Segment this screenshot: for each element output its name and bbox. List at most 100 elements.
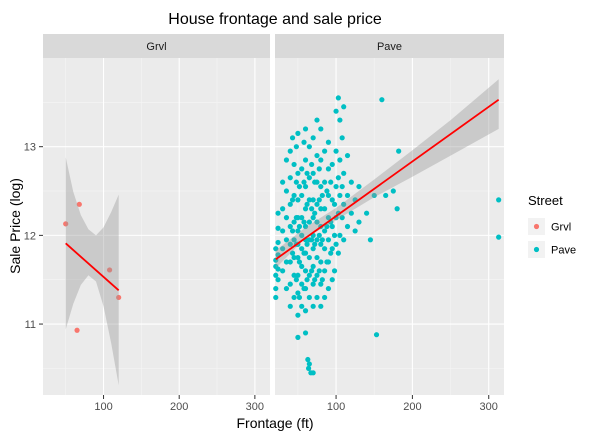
data-point bbox=[309, 268, 315, 274]
data-point bbox=[295, 197, 301, 203]
data-point bbox=[314, 117, 320, 123]
data-point bbox=[299, 215, 305, 221]
data-point bbox=[301, 139, 307, 145]
data-point bbox=[325, 237, 332, 243]
data-point bbox=[339, 215, 345, 221]
data-point bbox=[348, 210, 354, 216]
data-point bbox=[322, 294, 328, 301]
data-point bbox=[302, 285, 309, 292]
data-point bbox=[283, 259, 290, 265]
data-point bbox=[324, 223, 330, 230]
data-point bbox=[74, 327, 80, 333]
data-point bbox=[348, 179, 354, 185]
data-point bbox=[316, 166, 322, 172]
data-point bbox=[335, 175, 341, 181]
y-tick-label: 11 bbox=[25, 319, 36, 331]
confidence-band bbox=[65, 157, 119, 386]
data-point bbox=[331, 268, 338, 274]
data-point bbox=[295, 272, 301, 278]
data-point bbox=[325, 166, 332, 172]
data-point bbox=[322, 148, 328, 154]
data-point bbox=[341, 104, 347, 110]
data-point bbox=[325, 285, 332, 292]
data-point bbox=[291, 272, 297, 278]
data-point bbox=[333, 108, 339, 114]
chart-title: House frontage and sale price bbox=[168, 11, 382, 28]
data-point bbox=[371, 192, 377, 199]
data-point bbox=[283, 215, 290, 221]
facet-strip bbox=[43, 34, 270, 58]
y-tick-label: 13 bbox=[24, 142, 36, 154]
data-point bbox=[299, 246, 305, 252]
data-point bbox=[318, 303, 324, 309]
data-point bbox=[379, 97, 385, 103]
data-point bbox=[306, 254, 312, 261]
data-point bbox=[314, 237, 320, 243]
y-axis-title: Sale Price (log) bbox=[7, 178, 23, 274]
data-point bbox=[309, 206, 315, 212]
x-tick-label: 100 bbox=[327, 401, 345, 413]
data-point bbox=[287, 259, 293, 265]
data-point bbox=[309, 237, 315, 243]
data-point bbox=[302, 157, 309, 163]
legend: Street Grvl Pave bbox=[528, 193, 576, 258]
data-point bbox=[324, 188, 330, 194]
data-point bbox=[299, 303, 305, 309]
data-point bbox=[318, 183, 324, 190]
data-point bbox=[394, 206, 400, 212]
data-point bbox=[291, 192, 297, 199]
data-point bbox=[299, 232, 305, 238]
data-point bbox=[280, 228, 286, 234]
facet-strip-label: Pave bbox=[377, 41, 402, 53]
data-point bbox=[302, 126, 309, 132]
data-point bbox=[289, 250, 296, 256]
data-point bbox=[322, 268, 328, 274]
data-point bbox=[325, 139, 332, 145]
data-point bbox=[318, 157, 324, 163]
data-point bbox=[106, 267, 113, 273]
data-point bbox=[304, 170, 310, 176]
data-point bbox=[310, 370, 316, 376]
data-point bbox=[287, 148, 293, 154]
data-point bbox=[333, 183, 339, 190]
data-point bbox=[293, 179, 299, 185]
data-point bbox=[314, 254, 320, 261]
panel-background bbox=[275, 58, 504, 395]
data-point bbox=[335, 95, 341, 101]
facet-strip-label: Grvl bbox=[146, 41, 166, 53]
data-point bbox=[305, 356, 311, 363]
data-point bbox=[283, 157, 290, 163]
data-point bbox=[396, 148, 402, 154]
data-point bbox=[373, 332, 380, 338]
data-point bbox=[299, 166, 305, 172]
data-point bbox=[302, 330, 309, 336]
data-point bbox=[295, 334, 301, 340]
data-point bbox=[304, 277, 310, 283]
data-point bbox=[76, 201, 82, 207]
data-point bbox=[295, 130, 301, 136]
data-point bbox=[296, 294, 303, 301]
data-point bbox=[318, 259, 324, 265]
data-point bbox=[319, 192, 325, 199]
data-point bbox=[280, 206, 286, 212]
panel-background bbox=[43, 58, 270, 395]
data-point bbox=[302, 183, 309, 190]
data-point bbox=[314, 272, 320, 278]
data-point bbox=[325, 192, 332, 199]
data-point bbox=[325, 259, 332, 265]
data-point bbox=[312, 241, 318, 247]
data-point bbox=[289, 135, 296, 141]
data-point bbox=[310, 281, 316, 287]
legend-key-grvl bbox=[533, 223, 540, 230]
data-point bbox=[291, 161, 297, 168]
x-tick-label: 100 bbox=[94, 401, 112, 413]
data-point bbox=[302, 308, 309, 314]
data-point bbox=[322, 228, 328, 234]
data-point bbox=[337, 232, 343, 238]
data-point bbox=[329, 197, 335, 203]
facet-panels: Grvl 100 200 300 Pave 100 200 300 bbox=[43, 34, 504, 413]
data-point bbox=[309, 161, 315, 168]
data-point bbox=[390, 188, 396, 194]
data-point bbox=[293, 277, 299, 283]
